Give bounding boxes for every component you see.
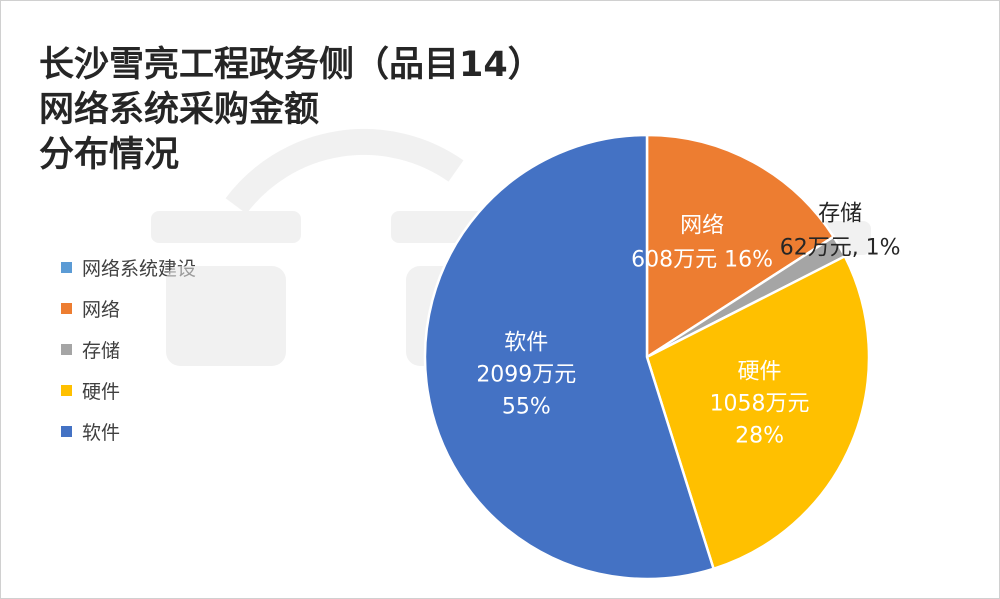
watermark-arc bbox=[225, 129, 464, 214]
legend-label-3: 硬件 bbox=[82, 381, 121, 403]
data-label-3-line-1: 1058万元 bbox=[710, 391, 810, 416]
data-label-1-line-0: 网络 bbox=[680, 213, 724, 238]
watermark-shape-1 bbox=[166, 266, 286, 366]
title-line-2: 网络系统采购金额 bbox=[39, 90, 320, 130]
watermark-shape-0 bbox=[151, 211, 301, 243]
legend-label-1: 网络 bbox=[82, 299, 121, 321]
data-label-3: 硬件 1058万元 28% bbox=[710, 359, 810, 448]
pie-slice-4 bbox=[423, 133, 716, 581]
pie-slice-3 bbox=[645, 254, 871, 571]
data-label-3-line-2: 28% bbox=[735, 423, 784, 448]
legend-item-1: 网络 bbox=[61, 288, 196, 329]
data-label-4: 软件 2099万元 55% bbox=[476, 331, 576, 420]
data-label-2-line-1: 62万元, 1% bbox=[780, 235, 901, 260]
legend-item-3: 硬件 bbox=[61, 370, 196, 411]
legend-swatch-1 bbox=[61, 303, 72, 314]
legend-label-4: 软件 bbox=[82, 422, 121, 444]
chart-title: 长沙雪亮工程政务侧（品目14） 网络系统采购金额 分布情况 bbox=[39, 43, 639, 178]
legend-swatch-2 bbox=[61, 344, 72, 355]
legend-swatch-4 bbox=[61, 426, 72, 437]
data-label-2-line-0: 存储 bbox=[818, 201, 862, 226]
title-line-3: 分布情况 bbox=[39, 135, 180, 175]
legend: 网络系统建设 网络 存储 硬件 软件 bbox=[61, 247, 196, 452]
legend-item-2: 存储 bbox=[61, 329, 196, 370]
legend-label-2: 存储 bbox=[82, 340, 121, 362]
title-line-1: 长沙雪亮工程政务侧（品目14） bbox=[39, 45, 543, 85]
data-label-1-line-1: 608万元 16% bbox=[631, 247, 773, 272]
pie-slice-1 bbox=[645, 133, 836, 360]
data-label-4-line-1: 2099万元 bbox=[476, 363, 576, 388]
data-label-1: 网络 608万元 16% bbox=[631, 213, 773, 272]
legend-swatch-3 bbox=[61, 385, 72, 396]
data-label-4-line-0: 软件 bbox=[504, 331, 548, 356]
data-label-4-line-2: 55% bbox=[502, 395, 551, 420]
data-label-3-line-0: 硬件 bbox=[738, 359, 782, 384]
legend-item-4: 软件 bbox=[61, 411, 196, 452]
legend-swatch-0 bbox=[61, 262, 72, 273]
data-label-2: 存储 62万元, 1% bbox=[780, 201, 901, 260]
